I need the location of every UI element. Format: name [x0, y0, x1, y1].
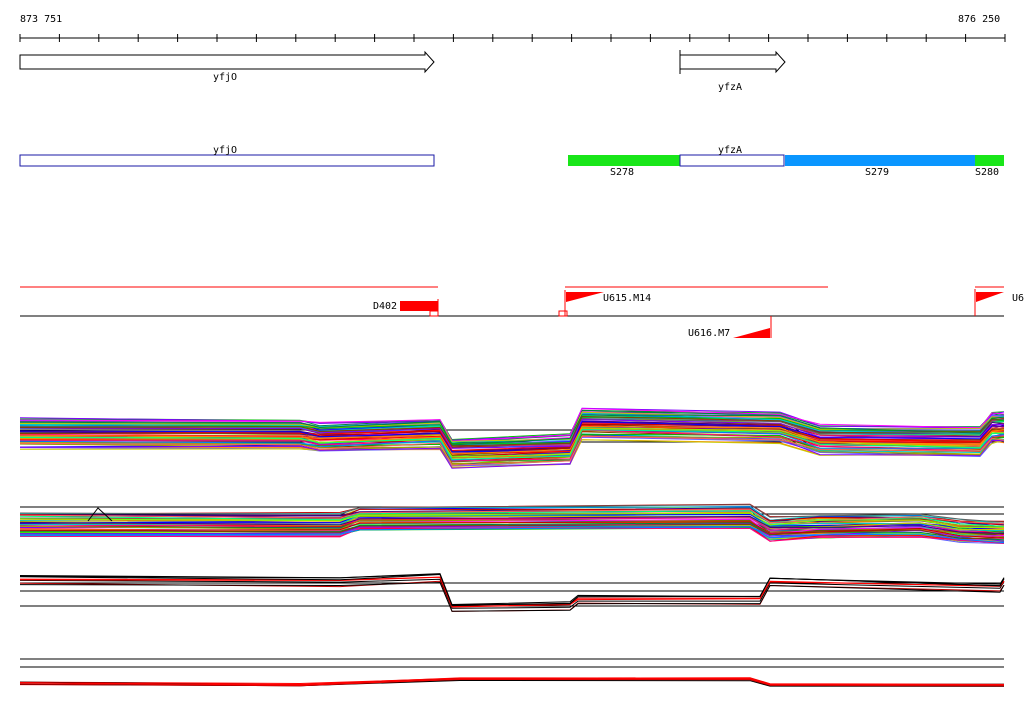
gene-track: yfjO yfzA [19, 50, 786, 93]
feature-d402-marker[interactable] [400, 301, 438, 311]
profile-line [19, 578, 1005, 609]
profile-line [19, 513, 1005, 530]
feature-track: D402 U615.M14 U616.M7 U6 [20, 286, 1024, 339]
profile-line [19, 503, 1005, 522]
profile-line [19, 523, 1005, 542]
profile-line [19, 425, 1005, 455]
segment-s280-label: S280 [975, 167, 999, 178]
segment-s279[interactable] [785, 155, 975, 166]
ruler-ticks [19, 34, 1006, 42]
profile-line [19, 512, 1005, 529]
profile-line [19, 523, 1005, 540]
segment-track: yfjO S278 yfzA S279 S280 [19, 145, 1004, 178]
ruler-end-label: 876 250 [958, 14, 1000, 25]
profile-line [19, 504, 1005, 523]
gene-arrow-yfza[interactable] [679, 50, 786, 74]
gene-label-yfjo: yfjO [213, 72, 237, 83]
segment-yfjo-box[interactable] [19, 154, 435, 167]
profile-line [19, 419, 1005, 449]
feature-u616-flag[interactable] [733, 328, 770, 338]
expression-profiles-track-2 [19, 503, 1005, 544]
profile-line [19, 515, 1005, 534]
segment-s278[interactable] [568, 155, 680, 166]
ruler-start-label: 873 751 [20, 14, 62, 25]
expression-profiles-track-4 [19, 658, 1005, 687]
coordinate-ruler: 873 751 876 250 [19, 14, 1006, 42]
feature-u616-label: U616.M7 [688, 328, 730, 339]
profile-line [19, 429, 1005, 460]
segment-s280[interactable] [975, 155, 1004, 166]
profile-line [19, 436, 1005, 469]
gene-label-yfza: yfzA [718, 82, 742, 93]
profile-line [19, 581, 1005, 612]
segment-s278-label: S278 [610, 167, 634, 178]
profile-line [19, 573, 1005, 607]
feature-u6-flag[interactable] [976, 292, 1004, 302]
segment-yfza-box[interactable] [679, 154, 785, 167]
segment-yfjo-label: yfjO [213, 145, 237, 156]
profile-line [19, 415, 1005, 447]
profile-line [19, 576, 1005, 608]
profile-line [19, 414, 1005, 446]
feature-u615-box [558, 310, 568, 317]
segment-s279-label: S279 [865, 167, 889, 178]
profile-line [19, 678, 1005, 686]
segment-yfza-label: yfzA [718, 145, 742, 156]
expression-profiles-track-3 [19, 573, 1005, 612]
expression-profiles-track-1 [19, 407, 1005, 469]
gene-arrow-yfjo[interactable] [19, 50, 435, 74]
feature-u615-label: U615.M14 [603, 293, 651, 304]
profile-line [19, 508, 1005, 525]
profile-line [19, 580, 1005, 612]
profile-line [19, 521, 1005, 539]
profile-line [19, 435, 1005, 466]
profile-spike [87, 507, 113, 522]
feature-u6-label: U6 [1012, 293, 1024, 304]
profile-line [19, 527, 1005, 544]
feature-d402-box [429, 310, 439, 317]
profile-line [19, 421, 1005, 453]
profile-line [19, 526, 1005, 544]
profile-line [19, 408, 1005, 442]
feature-u615-flag[interactable] [566, 292, 604, 302]
profile-line [19, 421, 1005, 451]
feature-d402-label: D402 [373, 301, 397, 312]
